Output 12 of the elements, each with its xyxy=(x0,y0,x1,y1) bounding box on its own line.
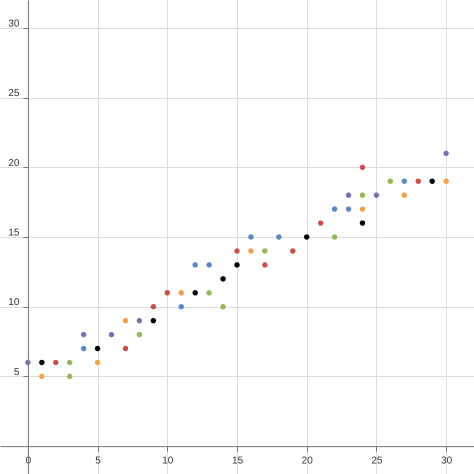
y-tick-label: 10 xyxy=(8,297,20,308)
y-tick-label: 15 xyxy=(8,228,20,238)
x-tick-label: 5 xyxy=(95,456,102,467)
y-tick-label: 5 xyxy=(14,366,20,378)
y-tick-label: 20 xyxy=(8,158,20,169)
y-tick-label: 30 xyxy=(8,18,20,30)
x-tick-label: 25 xyxy=(371,456,383,467)
x-tick-label: 10 xyxy=(162,456,174,467)
y-tick-label: 25 xyxy=(8,88,20,100)
x-tick-label: 15 xyxy=(232,456,244,467)
x-tick-label: 30 xyxy=(441,456,453,467)
x-tick-label: 20 xyxy=(302,456,314,467)
